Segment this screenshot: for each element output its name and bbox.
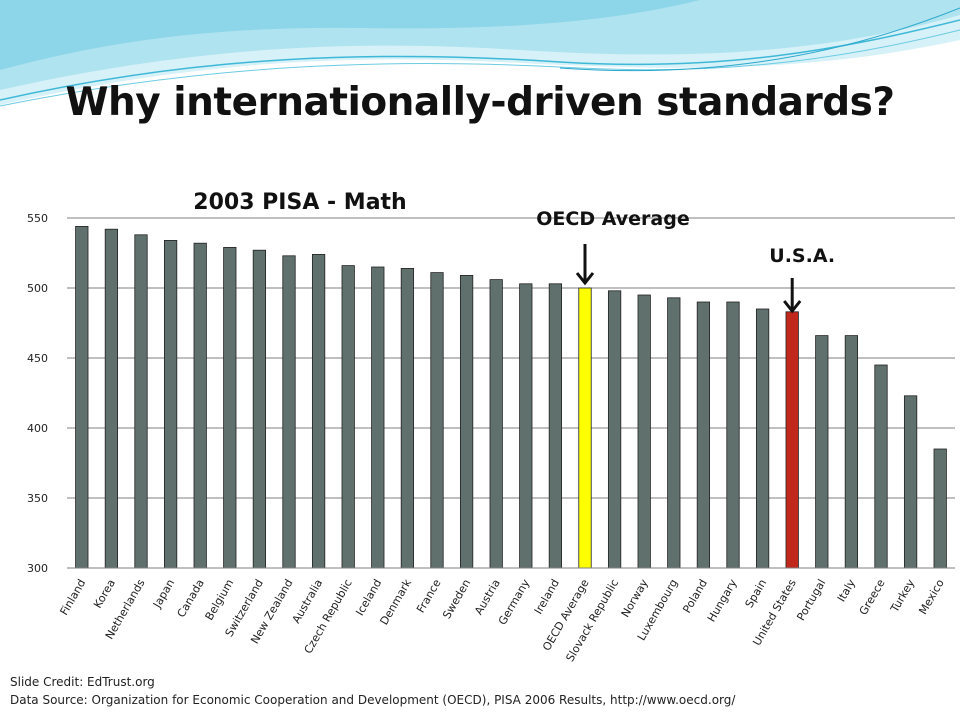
bar-luxembourg: [667, 297, 681, 569]
bar-canada: [193, 242, 207, 569]
x-tick-label: Finland: [57, 577, 88, 618]
wave-line-2: [0, 29, 960, 107]
x-tick-label: France: [414, 577, 444, 615]
y-tick-label: 450: [27, 352, 48, 365]
bar-norway: [637, 294, 651, 569]
y-tick-label: 500: [27, 282, 48, 295]
x-tick-label: Austria: [472, 577, 503, 617]
x-tick-label: Turkey: [888, 577, 918, 616]
bar-iceland: [371, 266, 385, 569]
x-tick-label: Korea: [91, 577, 118, 611]
bar-austria: [489, 279, 503, 569]
bar-denmark: [400, 267, 415, 569]
x-tick-label: Canada: [175, 577, 207, 620]
bars: [75, 225, 947, 569]
bar-sweden: [459, 274, 474, 569]
bar-new-zealand: [282, 255, 296, 569]
bar-greece: [874, 364, 888, 569]
slide-title: Why internationally-driven standards?: [65, 80, 895, 125]
bar-netherlands: [134, 234, 148, 569]
x-tick-label: Iceland: [353, 577, 384, 618]
bar-portugal: [815, 335, 829, 569]
bar-germany: [519, 283, 533, 569]
bar-japan: [163, 239, 178, 569]
x-tick-label: Spain: [743, 577, 770, 610]
annotation-u-s-a-arrow-head: [783, 300, 802, 314]
bar-slovack-republic: [607, 290, 622, 569]
bar-finland: [75, 225, 89, 569]
y-tick-label: 350: [27, 492, 48, 505]
x-tick-label: Japan: [150, 577, 177, 611]
bar-spain: [755, 308, 770, 569]
x-tick-label: Mexico: [916, 577, 947, 617]
x-tick-label: Norway: [619, 577, 651, 620]
annotation-oecd-average-arrow-head: [575, 272, 595, 286]
y-tick-label: 300: [27, 562, 48, 575]
bar-hungary: [726, 301, 740, 569]
x-tick-label: Ireland: [532, 577, 562, 616]
bar-turkey: [903, 395, 918, 569]
x-tick-label: Sweden: [440, 577, 473, 621]
bar-australia: [311, 253, 326, 569]
x-tick-label: Hungary: [705, 577, 740, 625]
wave-top-band: [0, 0, 700, 70]
chart-title: 2003 PISA - Math: [193, 190, 406, 215]
x-tick-label: Italy: [835, 577, 858, 605]
annotations: OECD Average U.S.A.: [536, 208, 835, 314]
gridlines: [67, 217, 955, 499]
wave-line-3: [559, 7, 960, 72]
bar-united-states: [785, 311, 799, 569]
wave-line-1: [0, 19, 960, 101]
decorative-wave-header: [0, 0, 960, 107]
bar-mexico: [933, 448, 947, 569]
y-axis-tick-labels: 300 350 400 450 500 550: [27, 212, 48, 575]
bar-italy: [844, 335, 859, 569]
x-tick-label: Poland: [680, 577, 710, 615]
bar-belgium: [223, 246, 237, 569]
y-tick-label: 550: [27, 212, 48, 225]
y-tick-label: 400: [27, 422, 48, 435]
data-source: Data Source: Organization for Economic C…: [10, 693, 736, 707]
bar-france: [430, 272, 444, 569]
annotation-u-s-a-label: U.S.A.: [769, 245, 835, 267]
x-tick-label: Greece: [857, 577, 888, 618]
bar-oecd-average: [578, 287, 592, 569]
bar-switzerland: [252, 249, 267, 569]
bar-poland: [696, 301, 711, 569]
slide-credit: Slide Credit: EdTrust.org: [10, 675, 155, 689]
bar-korea: [104, 228, 119, 569]
annotation-oecd-average-label: OECD Average: [536, 208, 689, 230]
bar-czech-republic: [341, 265, 355, 569]
bar-ireland: [548, 283, 563, 569]
x-tick-label: Portugal: [794, 577, 828, 623]
